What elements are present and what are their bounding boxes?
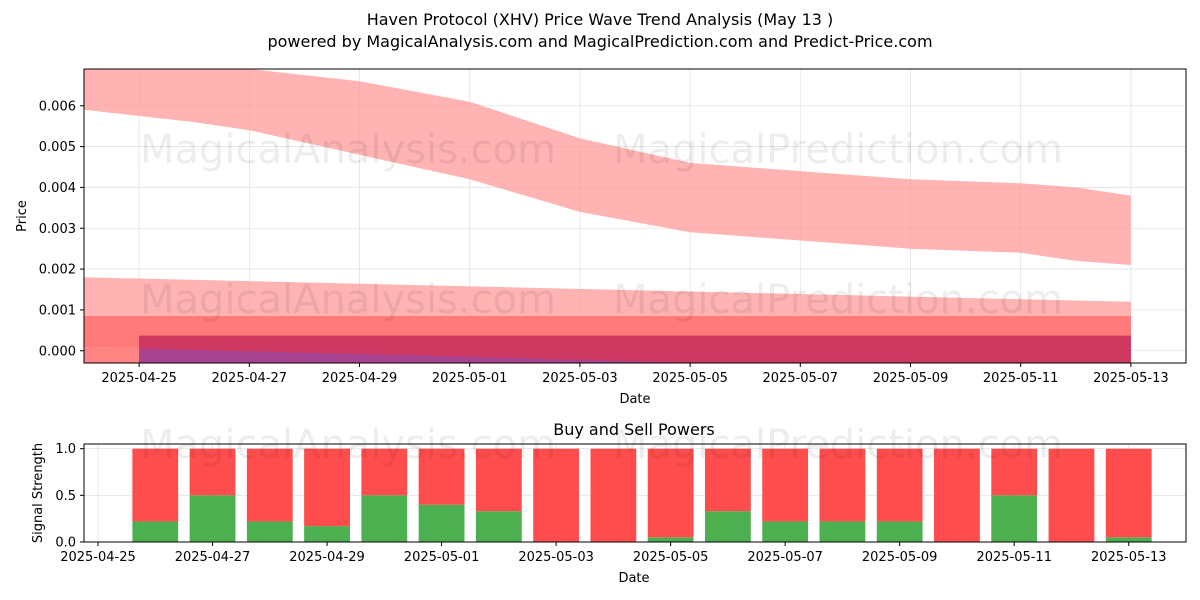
sell-power-bar (590, 448, 637, 542)
watermark-analysis: MagicalAnalysis.com (140, 422, 556, 468)
signal-y-tick-label: 0.0 (55, 536, 76, 551)
price-x-tick-label: 2025-05-01 (432, 371, 508, 386)
signal-x-ticks: 2025-04-25 2025-04-27 2025-04-29 2025-05-01… (60, 542, 1167, 565)
buy-power-bar (991, 495, 1038, 542)
price-y-ticks: 0.000 0.001 0.002 0.003 0.004 0.005 0.006 (39, 99, 84, 359)
sell-power-bar (304, 448, 350, 527)
price-x-tick-label: 2025-04-27 (212, 371, 288, 386)
signal-x-tick-label: 2025-05-13 (1091, 550, 1167, 565)
signal-x-tick-label: 2025-05-05 (633, 550, 709, 565)
sell-power-bar (647, 448, 694, 538)
price-x-tick-label: 2025-05-03 (542, 371, 618, 386)
sell-power-bar (991, 448, 1038, 496)
price-wave-band-5 (139, 348, 691, 363)
price-x-tick-label: 2025-05-11 (983, 371, 1059, 386)
chart-title: Haven Protocol (XHV) Price Wave Trend An… (367, 10, 834, 29)
sell-power-bar (189, 448, 236, 496)
signal-y-axis-label: Signal Strength (31, 443, 46, 543)
watermark-prediction: MagicalPrediction.com (613, 422, 1063, 468)
buy-power-bar (647, 537, 694, 542)
signal-y-tick-label: 0.5 (55, 489, 76, 504)
buy-power-bar (819, 521, 866, 542)
price-y-tick-label: 0.003 (39, 222, 76, 237)
buy-power-bar (475, 511, 522, 542)
buy-power-bar (246, 521, 293, 542)
buy-power-bar (1105, 537, 1152, 542)
price-y-tick-label: 0.004 (39, 181, 76, 196)
sell-power-bar (762, 448, 809, 522)
signal-x-tick-label: 2025-05-07 (747, 550, 823, 565)
price-bands (84, 69, 1131, 363)
signal-x-tick-label: 2025-05-11 (976, 550, 1052, 565)
sell-power-bar (533, 448, 580, 542)
signal-x-axis-label: Date (618, 571, 649, 586)
signal-x-tick-label: 2025-05-09 (862, 550, 938, 565)
price-y-tick-label: 0.001 (39, 303, 76, 318)
sell-power-bar (1048, 448, 1095, 542)
signal-x-tick-label: 2025-04-25 (60, 550, 136, 565)
sell-power-bar (1105, 448, 1152, 538)
buy-power-bar (418, 504, 465, 542)
buy-power-bar (361, 495, 408, 542)
price-y-axis-label: Price (15, 200, 30, 232)
price-x-tick-label: 2025-05-07 (763, 371, 839, 386)
sell-power-bar (704, 448, 751, 512)
buy-power-bar (189, 495, 236, 542)
signal-panel-title: Buy and Sell Powers (553, 420, 715, 439)
buy-power-bar (876, 521, 923, 542)
price-wave-band-1 (84, 69, 1131, 265)
sell-power-bar (361, 448, 408, 496)
signal-watermarks: MagicalAnalysis.com MagicalPrediction.co… (140, 422, 1063, 468)
signal-y-tick-label: 1.0 (55, 442, 76, 457)
signal-x-tick-label: 2025-05-01 (404, 550, 480, 565)
signal-x-tick-label: 2025-04-29 (289, 550, 365, 565)
watermark-analysis: MagicalAnalysis.com (140, 277, 556, 323)
price-x-axis-label: Date (619, 392, 650, 407)
price-panel: MagicalAnalysis.com MagicalPrediction.co… (15, 68, 1187, 407)
sell-power-bar (475, 448, 522, 512)
signal-x-tick-label: 2025-05-03 (518, 550, 594, 565)
watermark-prediction: MagicalPrediction.com (613, 127, 1063, 173)
price-x-tick-label: 2025-04-29 (322, 371, 398, 386)
sell-power-bar (418, 448, 465, 505)
buy-power-bar (132, 521, 179, 542)
price-x-ticks: 2025-04-25 2025-04-27 2025-04-29 2025-05-01… (101, 363, 1169, 386)
chart-subtitle: powered by MagicalAnalysis.com and Magic… (267, 32, 932, 51)
buy-power-bar (762, 521, 809, 542)
signal-y-ticks: 0.0 0.5 1.0 (55, 442, 84, 551)
watermark-prediction: MagicalPrediction.com (613, 277, 1063, 323)
price-x-tick-label: 2025-05-13 (1093, 371, 1169, 386)
signal-plot-frame (83, 443, 1187, 543)
signal-bars (132, 448, 1152, 542)
sell-power-bar (934, 448, 980, 542)
price-plot-frame (83, 68, 1187, 364)
price-x-tick-label: 2025-05-05 (652, 371, 728, 386)
price-x-tick-label: 2025-05-09 (873, 371, 949, 386)
price-y-tick-label: 0.005 (39, 140, 76, 155)
sell-power-bar (246, 448, 293, 522)
sell-power-bar (819, 448, 866, 522)
price-watermarks: MagicalAnalysis.com MagicalPrediction.co… (140, 127, 1063, 323)
sell-power-bar (876, 448, 923, 522)
price-y-tick-label: 0.000 (39, 344, 76, 359)
watermark-analysis: MagicalAnalysis.com (140, 127, 556, 173)
signal-panel: Buy and Sell Powers MagicalAnalysis.com … (31, 420, 1187, 586)
price-y-tick-label: 0.006 (39, 99, 76, 114)
buy-power-bar (704, 511, 751, 542)
sell-power-bar (132, 448, 179, 522)
price-y-tick-label: 0.002 (39, 263, 76, 278)
price-x-tick-label: 2025-04-25 (101, 371, 177, 386)
buy-power-bar (304, 526, 350, 542)
signal-x-tick-label: 2025-04-27 (175, 550, 251, 565)
